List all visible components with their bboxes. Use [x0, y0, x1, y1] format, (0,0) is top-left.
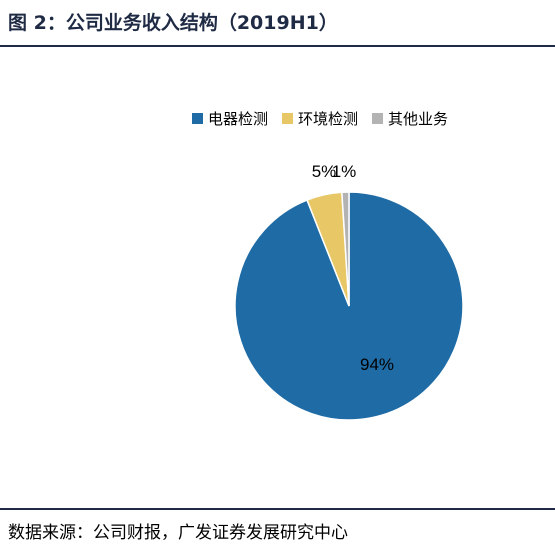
legend-item-electrical-testing: 电器检测	[192, 108, 268, 129]
chart-legend: 电器检测 环境检测 其他业务	[192, 108, 448, 129]
pie-label-other-business: 1%	[332, 162, 357, 181]
source-divider	[0, 508, 555, 510]
title-divider	[0, 45, 555, 47]
data-source-note: 数据来源：公司财报，广发证券发展研究中心	[8, 523, 348, 543]
legend-label-environmental-testing: 环境检测	[298, 110, 359, 128]
legend-item-environmental-testing: 环境检测	[282, 108, 358, 129]
legend-label-other-business: 其他业务	[388, 110, 449, 128]
pie-label-environmental-testing: 5%	[312, 162, 337, 181]
legend-swatch-electrical-testing	[192, 113, 203, 124]
legend-label-electrical-testing: 电器检测	[208, 110, 269, 128]
legend-item-other-business: 其他业务	[372, 108, 448, 129]
pie-slice-other-business	[341, 191, 350, 307]
figure-title: 图 2：公司业务收入结构（2019H1）	[8, 12, 338, 34]
legend-swatch-environmental-testing	[282, 113, 294, 124]
pie-label-electrical-testing: 94%	[360, 355, 394, 374]
legend-swatch-other-business	[372, 113, 384, 124]
